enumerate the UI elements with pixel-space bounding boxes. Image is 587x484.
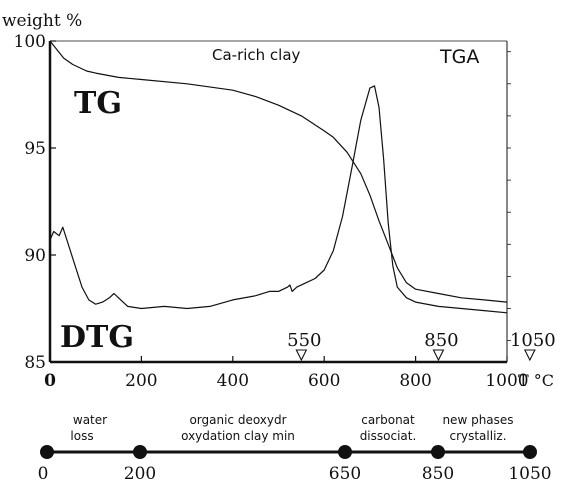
plot-frame xyxy=(48,40,508,364)
x-tick-label: 600 xyxy=(308,371,340,391)
marker-label-550: 550 xyxy=(287,330,321,351)
dtg-curve-label: DTG xyxy=(60,320,134,355)
x-tick-label: 400 xyxy=(217,371,249,391)
timeline-step-line1: new phases xyxy=(442,413,513,427)
y-axis-label: weight % xyxy=(2,11,82,31)
marker-label-1050: 1050 xyxy=(510,330,556,351)
series-dtg-line xyxy=(49,85,508,314)
timeline-step-line2: dissociat. xyxy=(360,429,417,443)
timeline-step-line2: loss xyxy=(70,429,93,443)
tg-curve-label: TG xyxy=(74,86,122,121)
timeline-step-line2: crystalliz. xyxy=(449,429,506,443)
timeline-node xyxy=(431,445,445,459)
x-tick-label: 1000 xyxy=(485,371,528,391)
x-tick-label: 800 xyxy=(399,371,431,391)
timeline-node xyxy=(338,445,352,459)
timeline-node xyxy=(40,445,54,459)
marker-triangle-550 xyxy=(295,349,308,362)
marker-triangle-1050 xyxy=(523,349,536,362)
corner-label: TGA xyxy=(439,46,479,68)
y-tick-label: 100 xyxy=(14,32,46,52)
timeline-step-line2: oxydation clay min xyxy=(181,429,295,443)
timeline-step-line1: carbonat xyxy=(361,413,415,427)
y-tick-label: 90 xyxy=(24,246,46,266)
x-tick-label: 0 xyxy=(44,371,56,391)
chart-title: Ca-rich clay xyxy=(212,46,301,64)
timeline-point-label: 1050 xyxy=(508,464,551,484)
timeline-node xyxy=(133,445,147,459)
timeline-point-label: 850 xyxy=(422,464,454,484)
series-tg-line xyxy=(49,40,508,303)
timeline-point-label: 200 xyxy=(124,464,156,484)
marker-label-850: 850 xyxy=(424,330,458,351)
marker-triangle-850 xyxy=(432,349,445,362)
timeline-point-label: 0 xyxy=(38,464,49,484)
x-axis-label: T °C xyxy=(518,371,554,390)
y-tick-label: 85 xyxy=(24,353,46,373)
x-tick-label: 200 xyxy=(125,371,157,391)
timeline-point-label: 650 xyxy=(329,464,361,484)
timeline-step-line1: organic deoxydr xyxy=(189,413,286,427)
timeline-step-line1: water xyxy=(73,413,107,427)
timeline-node xyxy=(523,445,537,459)
y-tick-label: 95 xyxy=(24,139,46,159)
